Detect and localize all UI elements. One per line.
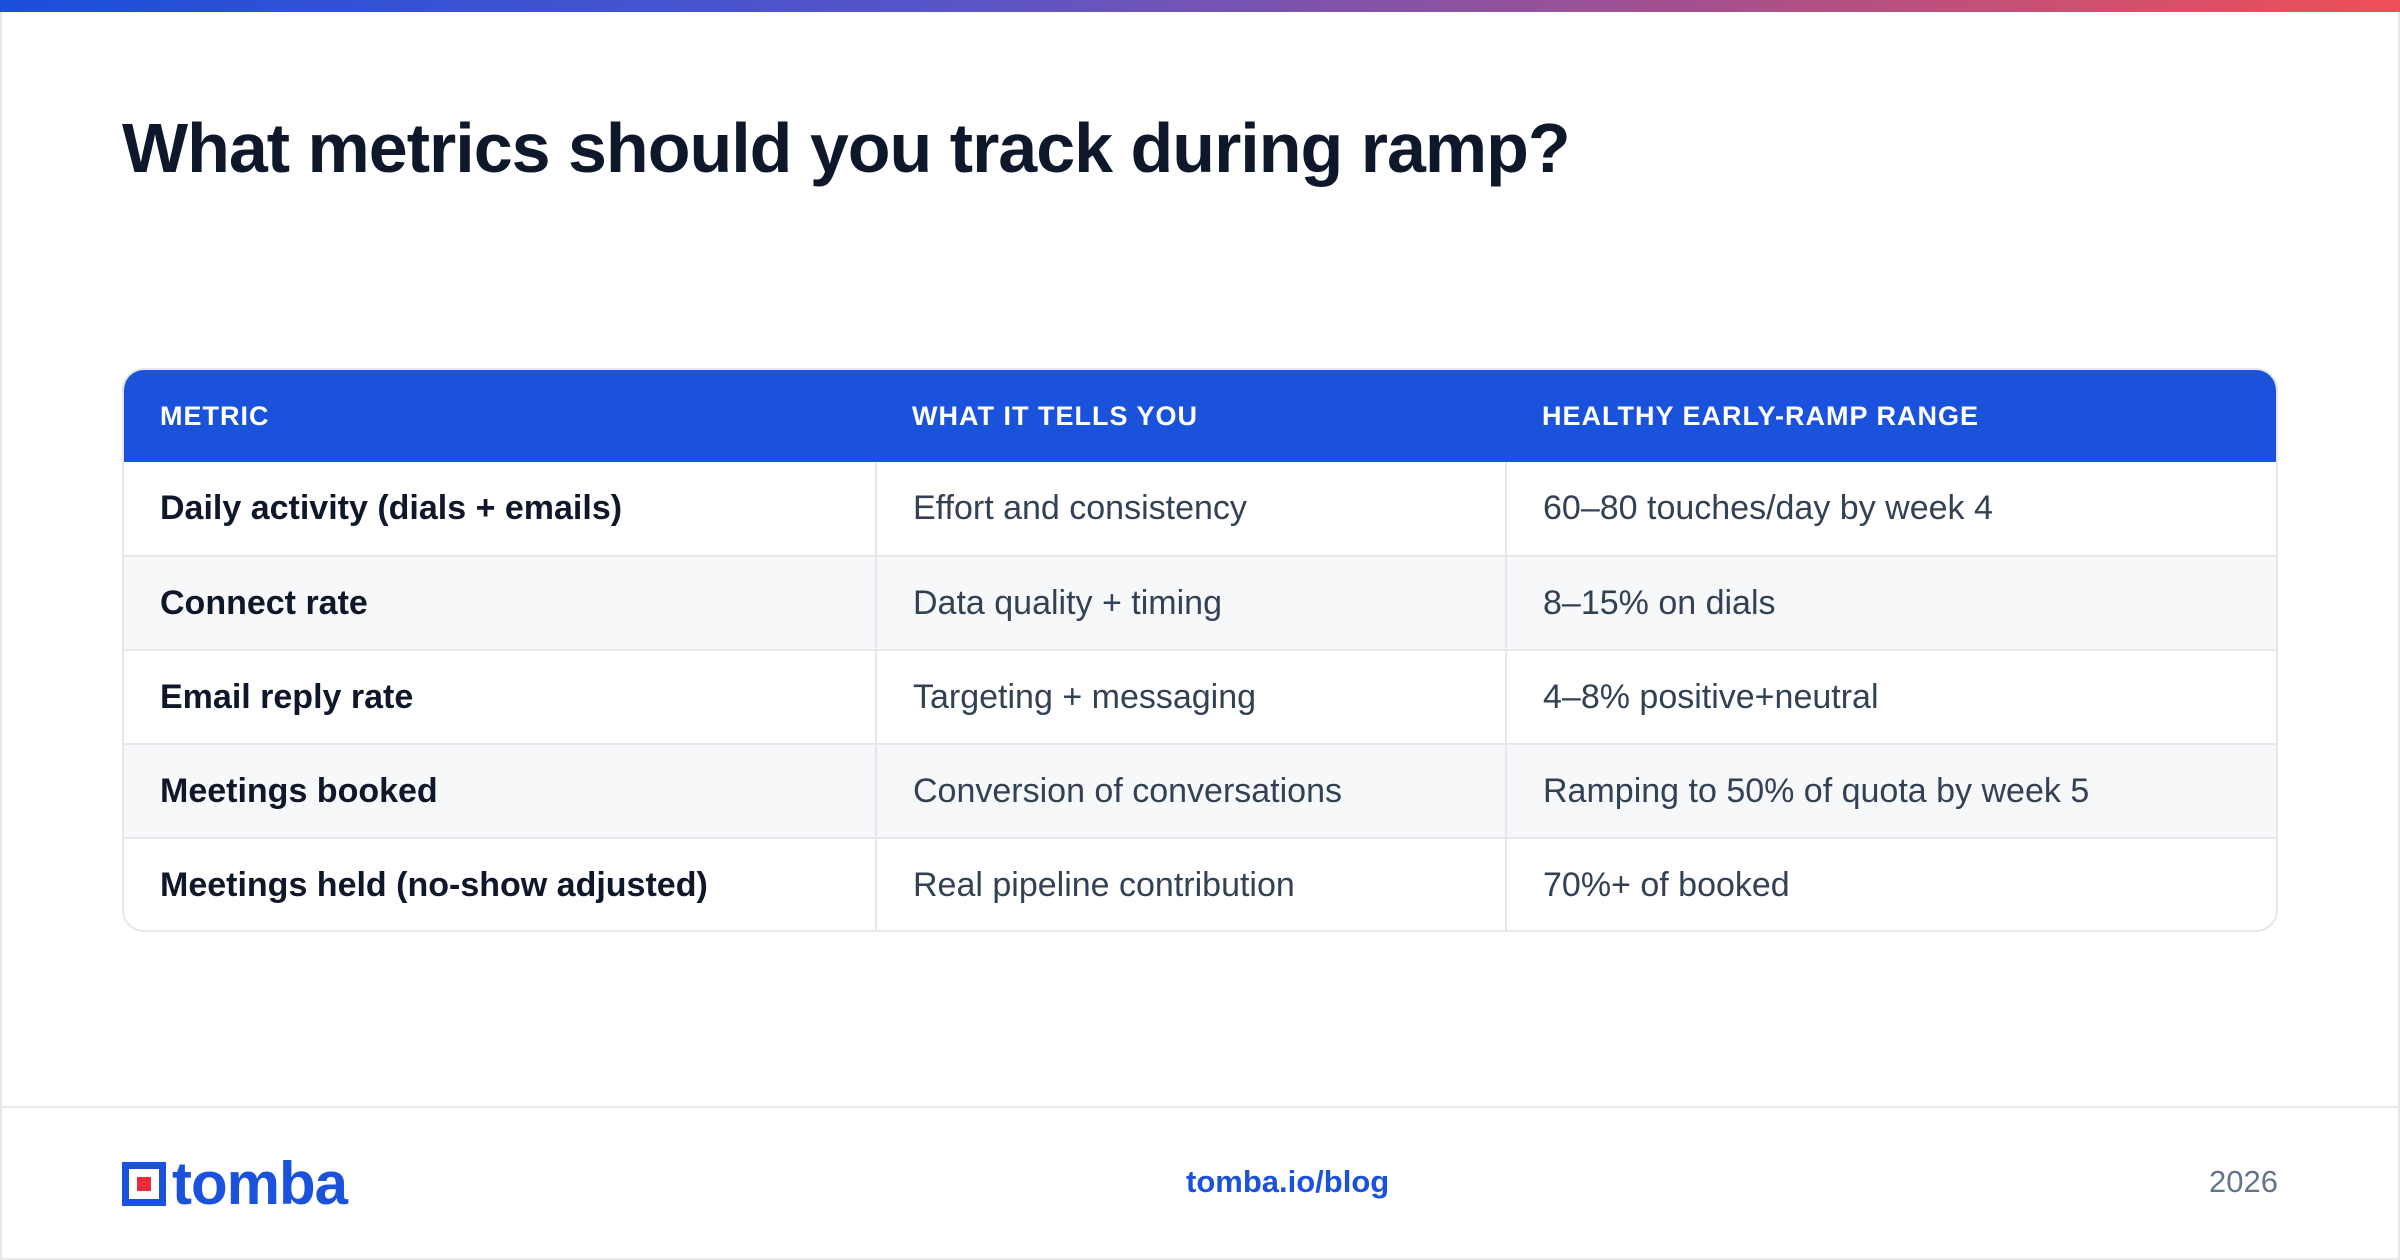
table-row: Meetings held (no-show adjusted) Real pi… [124, 837, 2276, 930]
metric-cell: Daily activity (dials + emails) [160, 489, 623, 527]
meaning-cell: Real pipeline contribution [875, 837, 1506, 930]
header-what-it-tells-you: WHAT IT TELLS YOU [912, 400, 1198, 431]
table-header-row: METRIC WHAT IT TELLS YOU HEALTHY EARLY-R… [124, 370, 2276, 462]
logo-text: tomba [172, 1150, 348, 1217]
top-gradient-bar [0, 0, 2400, 12]
header-healthy-range: HEALTHY EARLY-RAMP RANGE [1542, 400, 1980, 431]
range-cell: 70%+ of booked [1505, 837, 2276, 930]
metric-cell: Meetings booked [124, 743, 876, 838]
metric-cell: Meetings held (no-show adjusted) [124, 837, 876, 930]
header-metric: METRIC [160, 400, 270, 431]
footer: tomba tomba.io/blog 2026 [0, 1106, 2400, 1260]
meaning-cell: Conversion of conversations [875, 743, 1506, 838]
range-cell: 60–80 touches/day by week 4 [1505, 462, 2276, 556]
range-cell: Ramping to 50% of quota by week 5 [1505, 743, 2276, 838]
table-row: Meetings booked Conversion of conversati… [124, 743, 2276, 838]
meaning-cell: Targeting + messaging [875, 649, 1506, 744]
tomba-logo-icon [122, 1162, 166, 1206]
blog-link[interactable]: tomba.io/blog [1186, 1164, 1390, 1199]
metric-cell: Email reply rate [124, 649, 876, 744]
footer-year: 2026 [2209, 1164, 2278, 1199]
page-title: What metrics should you track during ram… [122, 109, 1571, 187]
tomba-logo[interactable]: tomba [122, 1150, 348, 1217]
metrics-table: METRIC WHAT IT TELLS YOU HEALTHY EARLY-R… [122, 368, 2278, 932]
range-cell: 8–15% on dials [1505, 555, 2276, 650]
meaning-cell: Effort and consistency [875, 462, 1506, 556]
range-cell: 4–8% positive+neutral [1505, 649, 2276, 744]
metric-cell: Connect rate [124, 555, 876, 650]
table-row: Daily activity (dials + emails) Effort a… [124, 462, 2276, 556]
table-row: Email reply rate Targeting + messaging 4… [124, 649, 2276, 744]
meaning-cell: Data quality + timing [875, 555, 1506, 650]
table-row: Connect rate Data quality + timing 8–15%… [124, 555, 2276, 650]
